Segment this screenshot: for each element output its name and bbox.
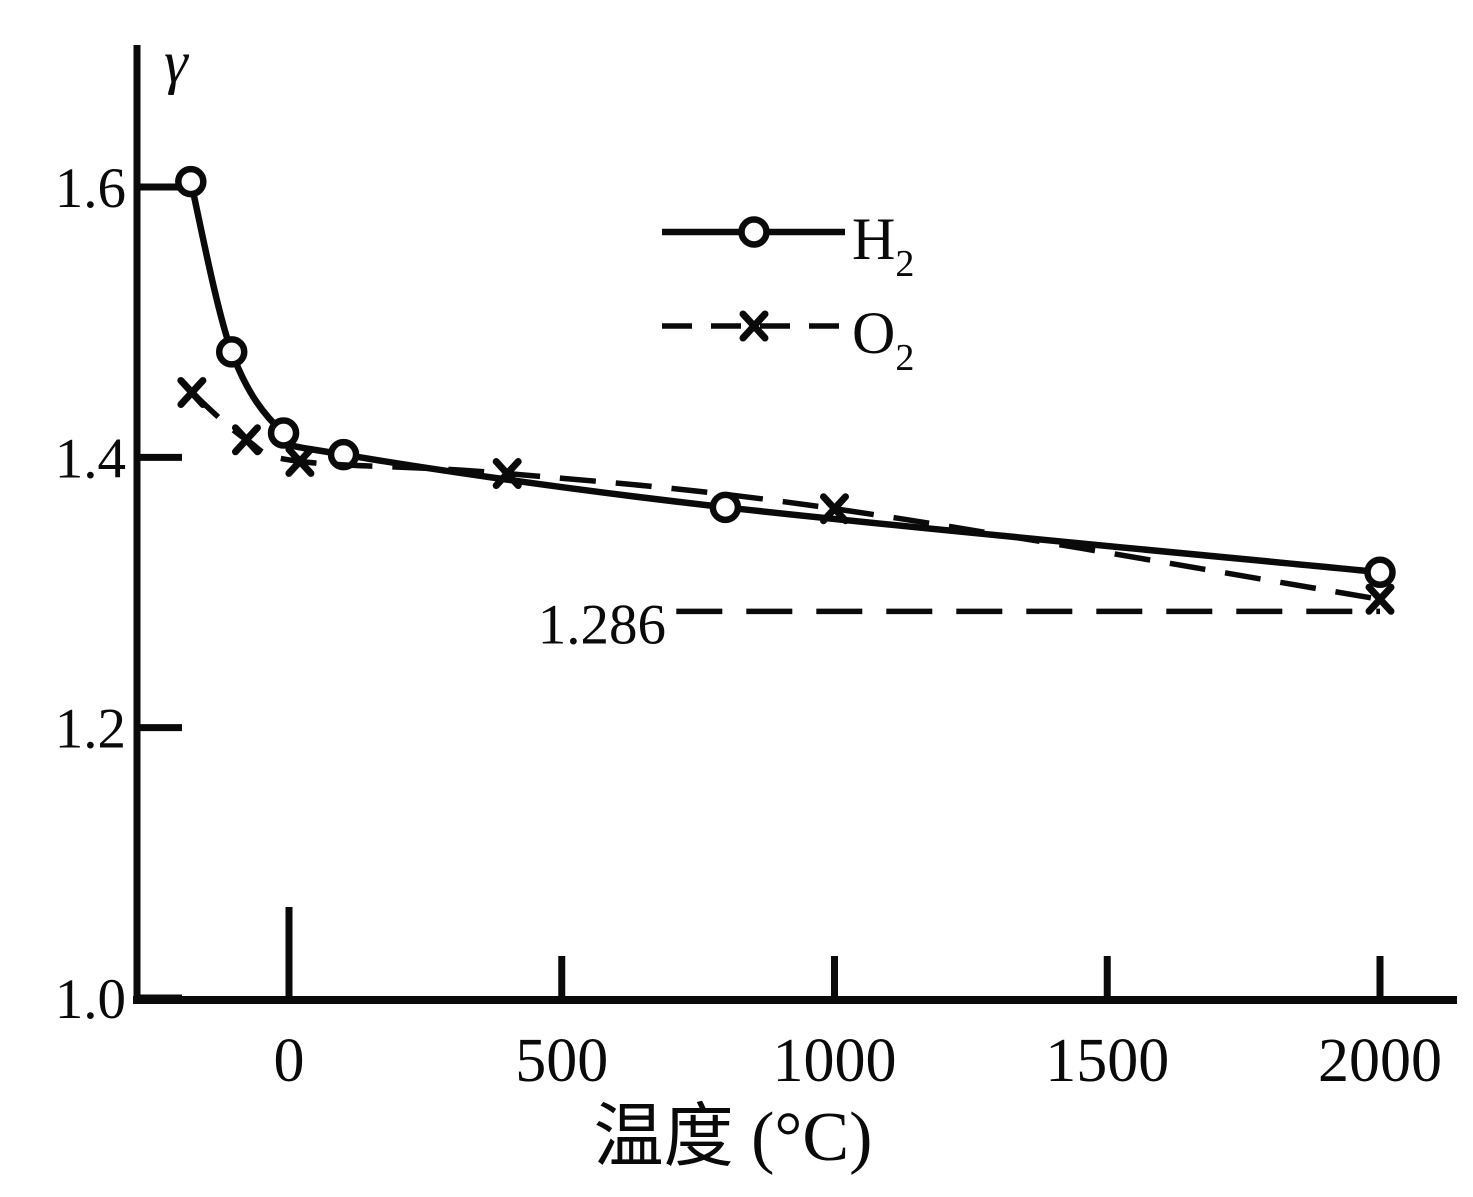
series-H2-curve	[187, 180, 1381, 576]
series-O2-marker	[820, 493, 849, 525]
legend-H2-marker-icon	[738, 216, 770, 248]
y-tick-label-1.0: 1.0	[55, 968, 126, 1031]
legend-O2-label: O2	[852, 300, 914, 379]
legend-H2-label: H2	[852, 206, 914, 285]
series-H2-marker	[709, 491, 742, 524]
y-tick-label-1.4: 1.4	[55, 427, 126, 490]
series-H2-marker	[175, 165, 207, 198]
series-O2-curve	[190, 390, 1381, 603]
series-H2-marker	[1364, 556, 1396, 588]
y-tick-label-1.2: 1.2	[55, 698, 126, 761]
series-H2-marker	[215, 336, 248, 368]
y-tick-label-1.6: 1.6	[55, 157, 126, 220]
x-tick-label-1500: 1500	[1045, 1027, 1169, 1095]
x-tick-label-0: 0	[274, 1027, 305, 1095]
series-O2-marker	[285, 445, 315, 477]
series-O2-marker	[1365, 583, 1395, 615]
series-O2-marker	[177, 376, 207, 408]
x-axis-title: 温度 (°C)	[594, 1099, 873, 1176]
series-O2-marker	[231, 424, 261, 456]
series-H2-marker	[267, 417, 300, 449]
gamma-axis-label: γ	[164, 29, 189, 95]
x-tick-label-1000: 1000	[773, 1027, 897, 1095]
asymptote-label: 1.286	[538, 593, 666, 656]
x-tick-label-500: 500	[515, 1027, 608, 1095]
x-tick-label-2000: 2000	[1318, 1027, 1442, 1095]
legend-O2-marker-icon	[739, 310, 769, 342]
series-O2-marker	[492, 458, 522, 490]
